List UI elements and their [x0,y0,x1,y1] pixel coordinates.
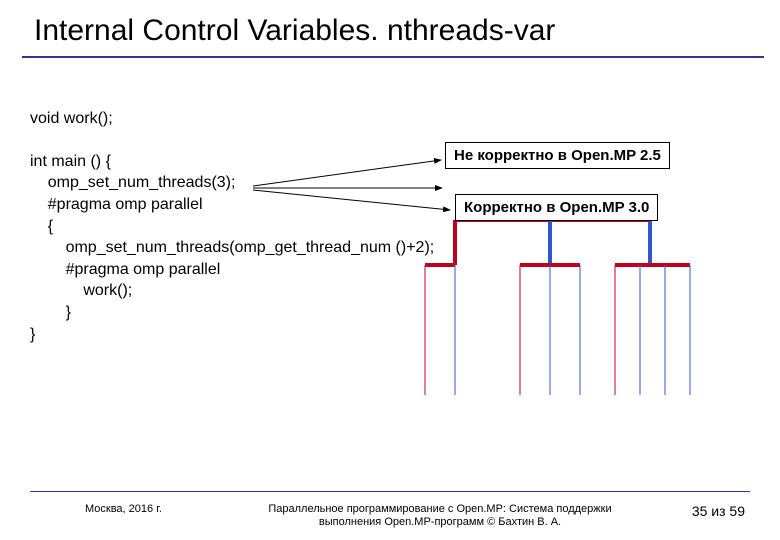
code-line: int main () { [30,153,111,170]
callout-correct: Корректно в Open.MP 3.0 [455,194,658,221]
slide-title: Internal Control Variables. nthreads-var [0,0,780,56]
code-line: #pragma omp parallel [30,261,220,278]
code-line: } [30,304,71,321]
footer-rule [30,491,750,492]
footer-line2: выполнения Open.MP-программ © Бахтин В. … [319,516,561,528]
code-line: #pragma omp parallel [30,196,203,213]
footer-location: Москва, 2016 г. [0,503,230,515]
code-block: void work(); int main () { omp_set_num_t… [30,86,434,345]
footer-line1: Параллельное программирование с Open.MP:… [268,503,611,515]
title-rule [22,56,764,58]
footer-lecture-title: Параллельное программирование с Open.MP:… [230,503,650,531]
footer-page-number: 35 из 59 [650,503,780,519]
code-line: work(); [30,282,132,299]
thread-tree-diagram [400,210,720,420]
code-line: void work(); [30,110,113,127]
callout-incorrect: Не корректно в Open.MP 2.5 [445,142,670,169]
code-line: omp_set_num_threads(3); [30,174,235,191]
code-line: { [30,218,53,235]
footer: Москва, 2016 г. Параллельное программиро… [0,503,780,531]
code-line: } [30,326,35,343]
code-line: omp_set_num_threads(omp_get_thread_num (… [30,239,434,256]
